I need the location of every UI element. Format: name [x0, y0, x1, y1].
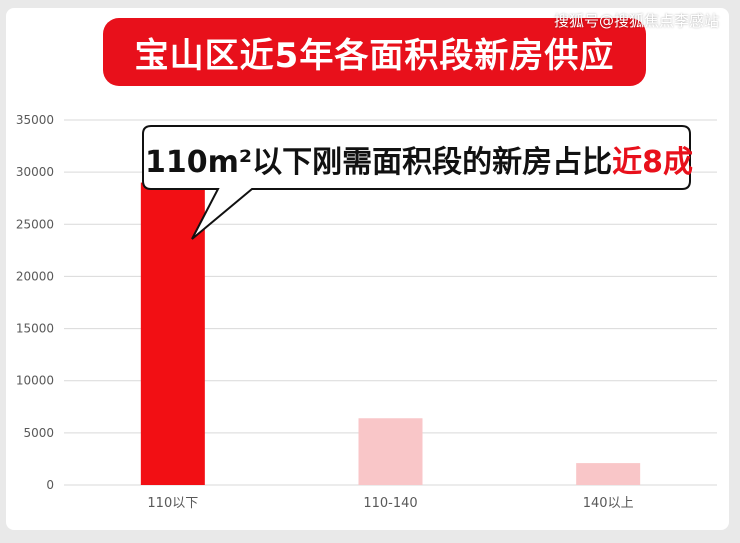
chart-title-banner: 宝山区近5年各面积段新房供应	[103, 18, 646, 86]
y-tick-label: 20000	[16, 269, 54, 283]
callout-text: 110m²以下刚需面积段的新房占比 近8成	[145, 130, 693, 188]
x-tick-label: 110-140	[363, 496, 417, 511]
y-tick-label: 15000	[16, 322, 54, 336]
bar	[140, 182, 205, 486]
x-tick-label: 140以上	[583, 496, 634, 511]
y-tick-label: 25000	[16, 217, 54, 231]
chart-title: 宝山区近5年各面积段新房供应	[134, 35, 615, 76]
callout-main-text: 110m²以下刚需面积段的新房占比	[145, 145, 613, 180]
y-tick-label: 0	[46, 478, 54, 492]
bar-chart: 0 5000 10000 15000 20000 25000 30000 35000 110以下…	[16, 113, 717, 511]
bar	[358, 418, 423, 485]
bar	[576, 463, 641, 485]
chart-card: 宝山区近5年各面积段新房供应 搜狐号@搜狐焦点李感站 0 5000 10000 150…	[6, 8, 729, 530]
x-tick-label: 110以下	[147, 496, 198, 511]
y-tick-label: 30000	[16, 165, 54, 179]
y-tick-label: 35000	[16, 113, 54, 127]
y-tick-label: 10000	[16, 374, 54, 388]
watermark: 搜狐号@搜狐焦点李感站	[553, 12, 719, 30]
y-tick-label: 5000	[23, 426, 54, 440]
callout-highlight-text: 近8成	[612, 145, 693, 180]
